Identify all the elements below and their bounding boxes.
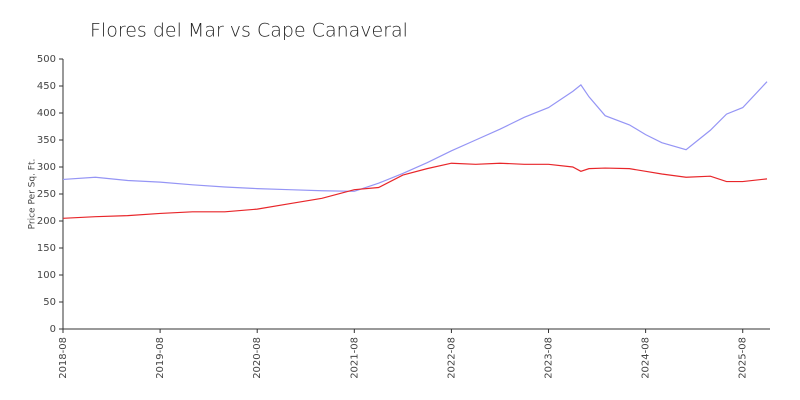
y-tick-label: 200 <box>37 216 56 227</box>
y-tick-label: 100 <box>37 270 56 281</box>
x-tick-label: 2018-08 <box>58 337 69 379</box>
x-tick-label: 2019-08 <box>155 337 166 379</box>
series-line <box>62 81 768 192</box>
y-tick-label: 50 <box>43 297 56 308</box>
y-axis-label: Price Per Sq. Ft. <box>28 159 38 230</box>
y-tick-label: 350 <box>37 135 56 146</box>
x-tick-label: 2020-08 <box>252 337 263 379</box>
y-tick-label: 400 <box>37 108 56 119</box>
y-tick-label: 0 <box>50 324 56 335</box>
y-tick-label: 450 <box>37 81 56 92</box>
y-tick-label: 500 <box>37 54 56 65</box>
x-tick-label: 2022-08 <box>446 337 457 379</box>
y-tick-label: 300 <box>37 162 56 173</box>
x-tick-label: 2024-08 <box>641 337 652 379</box>
chart-title: Flores del Mar vs Cape Canaveral <box>90 20 408 42</box>
series-line <box>62 162 768 219</box>
y-tick-label: 150 <box>37 243 56 254</box>
y-tick-label: 250 <box>37 189 56 200</box>
x-tick-label: 2021-08 <box>349 337 360 379</box>
x-tick-label: 2025-08 <box>738 337 749 379</box>
x-tick-label: 2023-08 <box>544 337 555 379</box>
